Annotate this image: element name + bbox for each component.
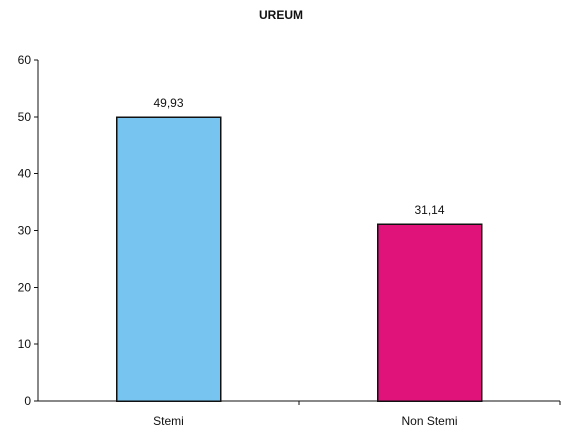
bar-stemi bbox=[115, 116, 222, 402]
y-tick-label: 30 bbox=[18, 224, 32, 238]
bars: 49,93 31,14 bbox=[115, 96, 483, 402]
x-ticks: Stemi Non Stemi bbox=[153, 401, 561, 428]
y-ticks: 0 10 20 30 40 50 60 bbox=[18, 53, 38, 408]
chart-title: UREUM bbox=[259, 8, 303, 22]
y-tick-label: 50 bbox=[18, 110, 32, 124]
data-label: 49,93 bbox=[153, 96, 183, 110]
bar-non-stemi bbox=[376, 223, 483, 402]
y-tick-label: 10 bbox=[18, 337, 32, 351]
y-tick-label: 0 bbox=[24, 394, 31, 408]
x-tick-label: Stemi bbox=[153, 414, 184, 428]
y-tick-label: 20 bbox=[18, 280, 32, 294]
x-tick-label: Non Stemi bbox=[401, 414, 457, 428]
y-tick-label: 60 bbox=[18, 53, 32, 67]
y-tick-label: 40 bbox=[18, 167, 32, 181]
data-label: 31,14 bbox=[414, 203, 444, 217]
plot-area: 0 10 20 30 40 50 60 49,93 31,14 Stemi Non Stemi bbox=[18, 53, 561, 428]
